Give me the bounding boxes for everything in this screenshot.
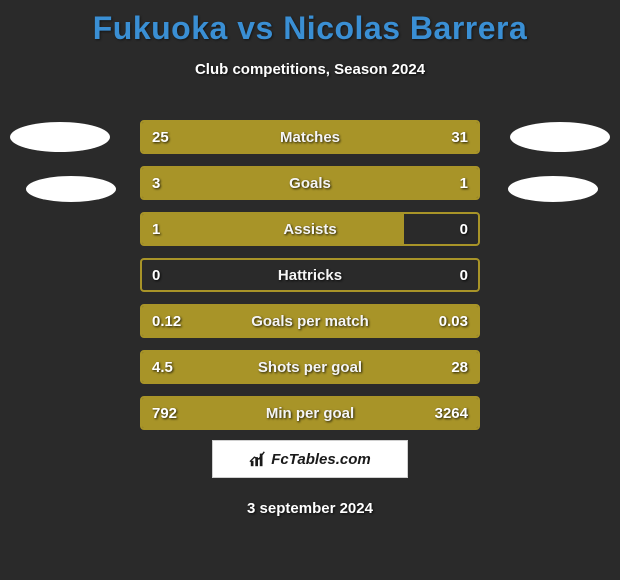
stat-row: 00Hattricks (140, 258, 480, 292)
stat-row: 10Assists (140, 212, 480, 246)
stat-label: Goals (142, 168, 478, 198)
stat-label: Min per goal (142, 398, 478, 428)
stat-label: Assists (142, 214, 478, 244)
stat-label: Hattricks (142, 260, 478, 290)
date-label: 3 september 2024 (0, 500, 620, 517)
stat-label: Goals per match (142, 306, 478, 336)
logo-text: FcTables.com (271, 451, 370, 468)
player-badge-left-bottom (26, 176, 116, 202)
player-badge-right-top (510, 122, 610, 152)
stats-container: 2531Matches 31Goals 10Assists 00Hattricks 0.… (140, 120, 480, 442)
stat-row: 31Goals (140, 166, 480, 200)
player-badge-right-bottom (508, 176, 598, 202)
stat-row: 0.120.03Goals per match (140, 304, 480, 338)
chart-icon (249, 450, 267, 468)
subtitle: Club competitions, Season 2024 (0, 61, 620, 78)
stat-label: Matches (142, 122, 478, 152)
fctables-logo: FcTables.com (212, 440, 408, 478)
player-badge-left-top (10, 122, 110, 152)
stat-row: 4.528Shots per goal (140, 350, 480, 384)
stat-label: Shots per goal (142, 352, 478, 382)
page-title: Fukuoka vs Nicolas Barrera (0, 0, 620, 47)
stat-row: 2531Matches (140, 120, 480, 154)
stat-row: 7923264Min per goal (140, 396, 480, 430)
